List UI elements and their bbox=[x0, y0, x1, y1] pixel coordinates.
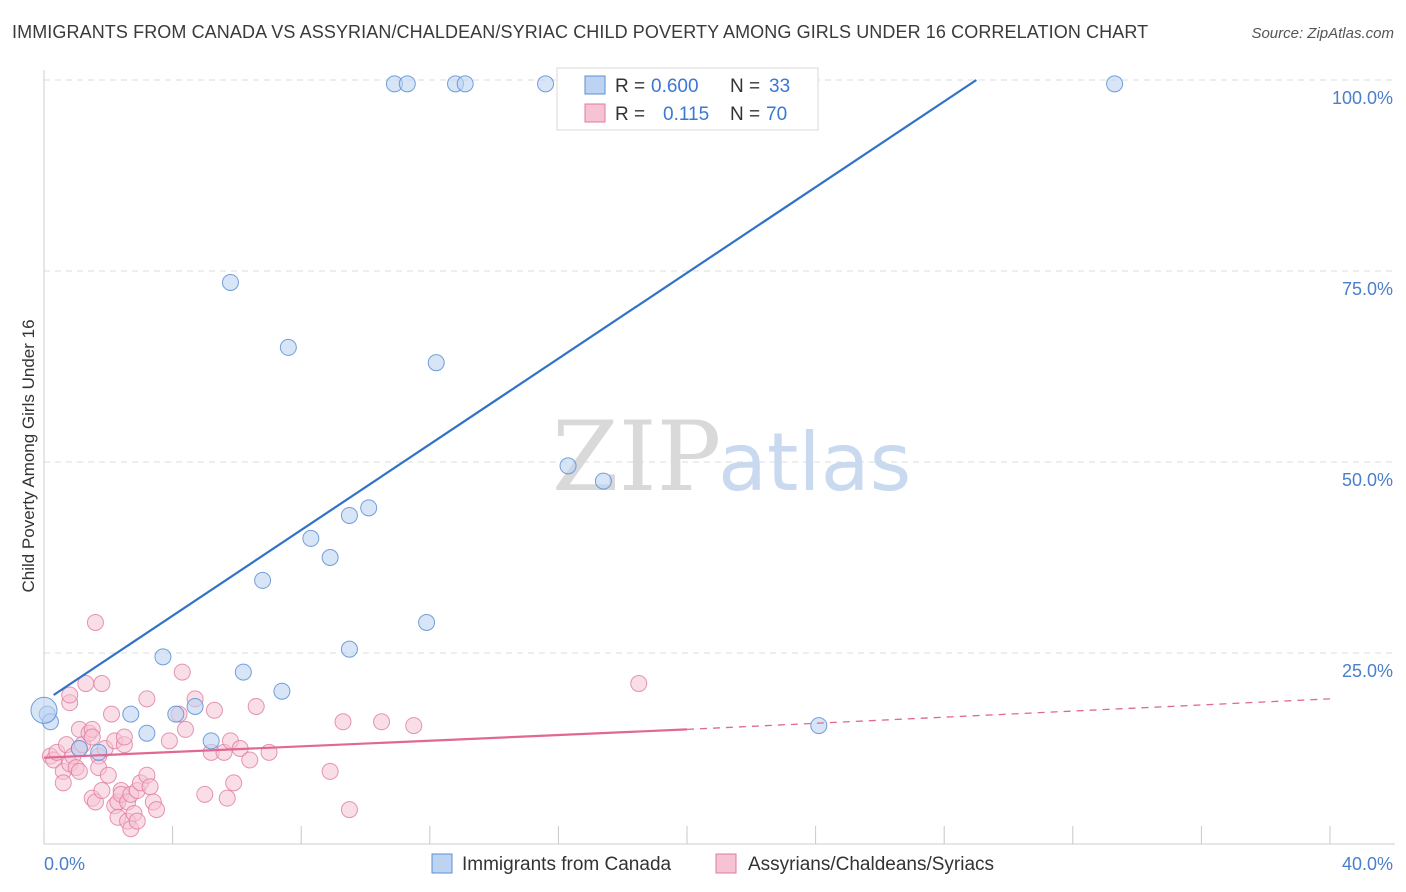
blue-point-14 bbox=[279, 338, 297, 356]
pink-point-55 bbox=[196, 785, 214, 803]
bottom-legend-swatch-pink bbox=[715, 853, 737, 874]
trend-lines bbox=[43, 79, 1331, 759]
blue-point-6 bbox=[154, 648, 172, 666]
pink-point-64 bbox=[247, 697, 265, 715]
blue-point-12 bbox=[254, 571, 272, 589]
blue-point-8 bbox=[186, 697, 204, 715]
legend-r-value-1: 0.600 bbox=[651, 76, 699, 97]
pink-point-49 bbox=[148, 801, 166, 819]
pink-point-43 bbox=[128, 812, 146, 830]
blue-point-4 bbox=[122, 705, 140, 723]
y-tick-label-25: 25.0% bbox=[1342, 661, 1393, 681]
blue-point-25 bbox=[456, 75, 474, 93]
pink-point-70 bbox=[405, 717, 423, 735]
pink-point-67 bbox=[334, 713, 352, 731]
pink-point-25 bbox=[93, 675, 111, 693]
legend-n-value-2: 70 bbox=[766, 104, 787, 125]
blue-point-17 bbox=[340, 640, 358, 658]
blue-series-points bbox=[30, 75, 1124, 761]
blue-point-28 bbox=[594, 472, 612, 490]
y-axis-label: Child Poverty Among Girls Under 16 bbox=[19, 319, 38, 592]
source-label: Source: ZipAtlas.com bbox=[1251, 25, 1394, 42]
pink-point-53 bbox=[176, 720, 194, 738]
blue-point-10 bbox=[221, 273, 239, 291]
blue-point-22 bbox=[418, 613, 436, 631]
blue-trend-line bbox=[53, 79, 977, 696]
blue-point-32 bbox=[30, 696, 58, 724]
blue-point-7 bbox=[167, 705, 185, 723]
series-legend: Immigrants from Canada Assyrians/Chaldea… bbox=[431, 853, 994, 875]
watermark-zip: ZIP bbox=[552, 401, 721, 513]
pink-point-66 bbox=[321, 762, 339, 780]
pink-point-18 bbox=[83, 728, 101, 746]
y-tick-label-75: 75.0% bbox=[1342, 279, 1393, 299]
pink-point-27 bbox=[99, 766, 117, 784]
bottom-legend-swatch-blue bbox=[431, 853, 453, 874]
blue-point-23 bbox=[427, 354, 445, 372]
legend-n-value-1: 33 bbox=[769, 76, 790, 97]
legend-n-label-2: N = bbox=[730, 104, 760, 125]
blue-point-26 bbox=[537, 75, 555, 93]
pink-point-47 bbox=[141, 778, 159, 796]
pink-trend-line bbox=[43, 728, 688, 759]
blue-point-18 bbox=[340, 506, 358, 524]
blue-point-11 bbox=[234, 663, 252, 681]
blue-point-15 bbox=[302, 529, 320, 547]
chart-title: IMMIGRANTS FROM CANADA VS ASSYRIAN/CHALD… bbox=[12, 22, 1149, 42]
stats-legend: R = 0.600 N = 33 R = 0.115 N = 70 bbox=[556, 67, 819, 131]
blue-point-31 bbox=[1106, 75, 1124, 93]
legend-r-label-1: R = bbox=[615, 76, 645, 97]
legend-n-label-1: N = bbox=[730, 76, 760, 97]
pink-point-52 bbox=[173, 663, 191, 681]
blue-point-5 bbox=[138, 724, 156, 742]
pink-point-4 bbox=[54, 774, 72, 792]
pink-point-50 bbox=[160, 732, 178, 750]
legend-r-value-2: 0.115 bbox=[663, 104, 709, 125]
blue-point-16 bbox=[321, 549, 339, 566]
pink-point-69 bbox=[373, 713, 391, 731]
pink-point-63 bbox=[241, 751, 259, 769]
pink-point-8 bbox=[61, 686, 79, 704]
bottom-legend-label-1: Immigrants from Canada bbox=[462, 854, 672, 875]
pink-point-24 bbox=[93, 782, 111, 800]
x-tick-label-40: 40.0% bbox=[1342, 854, 1393, 874]
blue-point-13 bbox=[273, 682, 291, 700]
blue-point-2 bbox=[70, 740, 88, 757]
blue-point-19 bbox=[360, 499, 378, 517]
x-tick-label-0: 0.0% bbox=[44, 854, 85, 874]
grid-lines bbox=[44, 79, 1395, 654]
pink-point-45 bbox=[138, 690, 156, 708]
blue-point-9 bbox=[202, 732, 220, 750]
legend-r-label-2: R = bbox=[615, 104, 645, 125]
pink-series-points bbox=[41, 613, 648, 838]
pink-point-57 bbox=[205, 701, 223, 719]
watermark-atlas: atlas bbox=[718, 416, 911, 509]
pink-point-36 bbox=[115, 728, 133, 746]
pink-trend-extension bbox=[686, 698, 1331, 731]
pink-point-71 bbox=[630, 675, 648, 693]
bottom-legend-label-2: Assyrians/Chaldeans/Syriacs bbox=[748, 854, 994, 875]
blue-point-21 bbox=[398, 75, 416, 93]
blue-point-3 bbox=[90, 743, 108, 761]
legend-swatch-blue bbox=[584, 75, 606, 95]
legend-swatch-pink bbox=[584, 103, 606, 123]
y-tick-label-50: 50.0% bbox=[1342, 470, 1393, 490]
pink-point-28 bbox=[103, 705, 121, 723]
blue-point-30 bbox=[810, 717, 828, 735]
pink-point-59 bbox=[218, 789, 236, 807]
pink-point-11 bbox=[70, 762, 88, 780]
blue-point-27 bbox=[559, 457, 577, 475]
pink-point-21 bbox=[86, 613, 104, 631]
pink-point-68 bbox=[340, 801, 358, 819]
pink-point-61 bbox=[225, 774, 243, 792]
y-tick-label-100: 100.0% bbox=[1332, 88, 1393, 108]
